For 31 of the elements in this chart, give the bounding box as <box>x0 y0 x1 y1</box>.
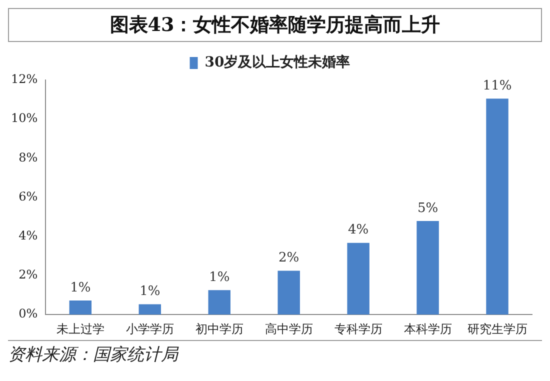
data-label: 2% <box>278 250 300 266</box>
text: 资料来源：国家统计局 <box>8 340 542 366</box>
x-tick-label: 小学学历 <box>126 322 174 336</box>
y-tick-label: 10% <box>11 111 38 126</box>
x-tick-label: 高中学历 <box>264 322 313 336</box>
data-label: 5% <box>417 200 438 216</box>
x-tick-label: 初中学历 <box>195 322 244 336</box>
chart-title: 图表43：女性不婚率随学历提高而上升 <box>8 8 542 42</box>
x-tick-label: 未上过学 <box>56 322 104 336</box>
y-tick-label: 6% <box>18 189 38 204</box>
x-tick-label: 专科学历 <box>334 322 382 336</box>
x-tick-label: 研究生学历 <box>467 322 528 336</box>
y-tick-label: 2% <box>18 268 38 282</box>
bar <box>486 98 508 315</box>
data-label: 1% <box>70 280 91 296</box>
bar <box>208 290 230 315</box>
bar <box>278 270 300 315</box>
data-label: 1% <box>140 284 160 300</box>
legend-label: 30岁及以上女性未婚率 <box>204 54 350 71</box>
bar <box>416 220 439 315</box>
data-label: 11% <box>482 78 512 94</box>
bar <box>347 242 370 315</box>
y-tick-label: 0% <box>18 306 38 321</box>
bar <box>69 300 92 315</box>
y-tick-label: 8% <box>18 150 38 164</box>
data-label: 1% <box>209 270 230 286</box>
x-tick-label: 本科学历 <box>404 322 452 336</box>
y-tick-label: 4% <box>18 228 38 243</box>
bar <box>138 304 161 315</box>
data-label: 4% <box>348 222 369 238</box>
y-tick-label: 12% <box>11 72 38 86</box>
